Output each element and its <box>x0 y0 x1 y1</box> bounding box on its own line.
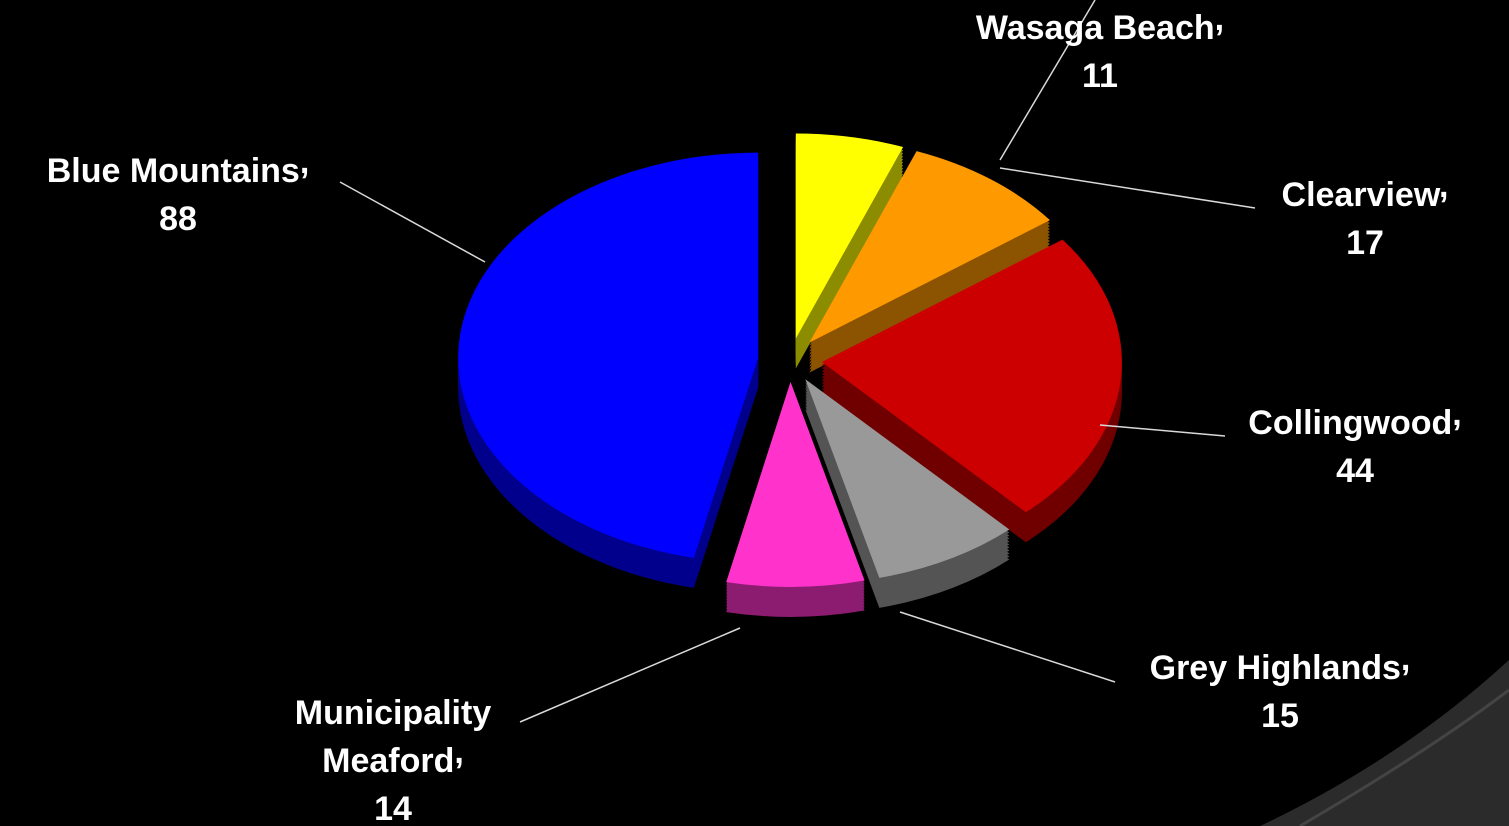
slice <box>458 152 759 558</box>
data-label: Municipality Meaford, 14 <box>295 694 492 826</box>
data-label-part: 17 <box>1346 224 1384 262</box>
data-label-part: , <box>454 733 463 771</box>
slice <box>726 381 865 587</box>
data-label-part: , <box>1452 395 1461 433</box>
data-label: Grey Highlands, 15 <box>1150 640 1411 735</box>
data-label-part: 44 <box>1336 452 1374 490</box>
slice <box>809 151 1050 343</box>
leader-line <box>999 0 1096 161</box>
data-label-part: 11 <box>1082 57 1118 95</box>
data-label-part: , <box>1215 0 1224 38</box>
data-label-part: Meaford <box>322 742 454 780</box>
leader-line <box>899 611 1116 683</box>
data-label-part: 88 <box>159 200 197 238</box>
data-label-part: Clearview <box>1282 176 1441 214</box>
data-label: Blue Mountains, 88 <box>47 143 310 238</box>
data-label-part: Wasaga Beach <box>976 9 1215 47</box>
data-label-part: Grey Highlands <box>1150 649 1401 687</box>
data-label-part: 14 <box>374 790 412 826</box>
data-label-part: Municipality <box>295 694 492 732</box>
data-label-part: , <box>1439 167 1448 205</box>
leader-line <box>1099 424 1226 437</box>
data-label-part: Collingwood <box>1248 404 1452 442</box>
data-label-part: Blue Mountains <box>47 152 300 190</box>
leader-line <box>999 167 1256 209</box>
slice-tops <box>458 133 1122 587</box>
data-label-part: 15 <box>1261 697 1299 735</box>
slice <box>805 379 1010 578</box>
leader-line <box>519 627 741 723</box>
data-labels: Wasaga Beach, 11 Clearview, 17 Collingwood, 4… <box>47 0 1462 826</box>
data-label-part: , <box>1401 640 1410 678</box>
slice <box>821 239 1122 513</box>
leader-line <box>339 181 486 263</box>
slice <box>795 133 904 339</box>
data-label: Wasaga Beach, 11 <box>976 0 1224 95</box>
data-label-part: , <box>300 143 309 181</box>
data-label: Collingwood, 44 <box>1248 395 1461 490</box>
background-curve <box>1299 688 1509 826</box>
background-swoosh <box>1260 660 1509 826</box>
data-label: Clearview, 17 <box>1282 167 1449 262</box>
